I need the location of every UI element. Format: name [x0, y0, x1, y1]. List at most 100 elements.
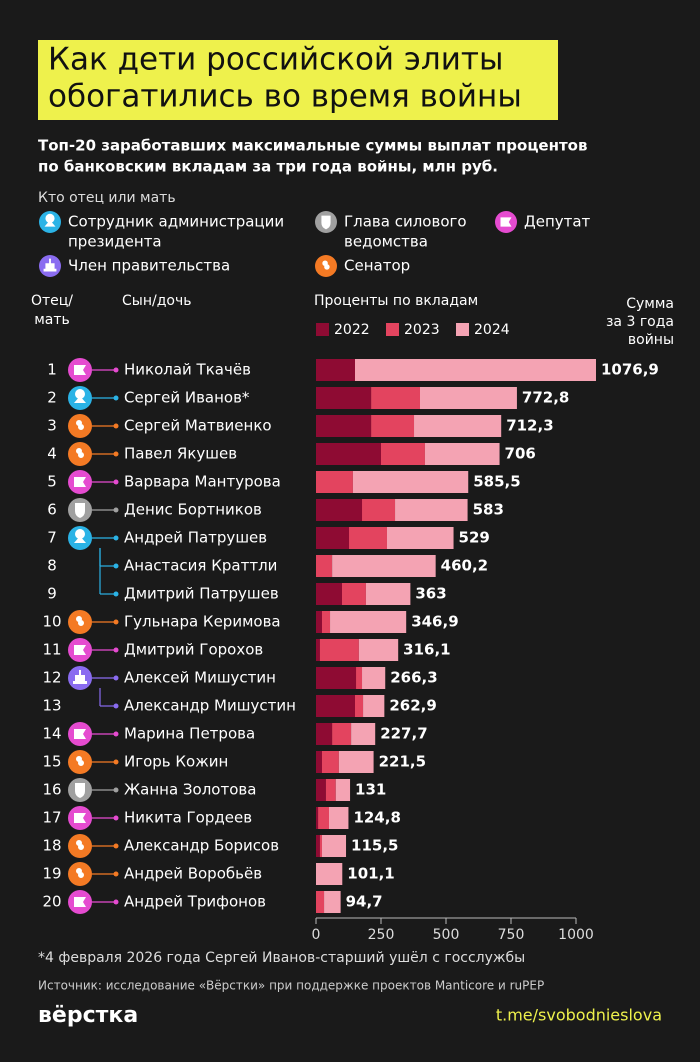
link[interactable]: t.me/svobodnieslova [496, 1006, 662, 1025]
connector-dot [113, 479, 119, 485]
connector-dot [113, 367, 119, 373]
legend-label: Депутат [524, 213, 591, 231]
bar-segment [316, 359, 355, 381]
footnote: *4 февраля 2026 года Сергей Иванов-старш… [38, 950, 525, 966]
column-header: Отец/ [31, 293, 73, 309]
rank: 20 [42, 893, 61, 911]
bar-segment [316, 415, 372, 437]
icon-glyph [76, 420, 84, 430]
legend-label: президента [68, 233, 162, 251]
bar-segment [338, 751, 374, 773]
subtitle: по банковским вкладам за три года войны,… [38, 158, 498, 176]
bar-segment [316, 583, 342, 605]
bar-segment [381, 443, 425, 465]
subtitle: Топ-20 заработавших максимальные суммы в… [38, 137, 587, 155]
x-tick-label: 500 [433, 927, 460, 943]
bar-segment [319, 639, 359, 661]
rank: 8 [47, 557, 57, 575]
bar-segment [371, 387, 420, 409]
total-label: 221,5 [379, 753, 426, 771]
child-name: Андрей Воробьёв [124, 865, 262, 883]
bar-segment [316, 667, 357, 689]
rank: 7 [47, 529, 57, 547]
legend-label: Глава силового [344, 213, 467, 231]
bar-segment [316, 555, 333, 577]
bar-segment [349, 527, 387, 549]
title: Как дети российской элиты [48, 42, 503, 78]
bar-segment [316, 639, 320, 661]
bar-segment [420, 387, 517, 409]
child-name: Игорь Кожин [124, 753, 228, 771]
connector-dot [113, 535, 119, 541]
column-header: войны [628, 332, 674, 348]
bar-segment [316, 779, 326, 801]
column-header: за 3 года [606, 314, 674, 330]
rank: 4 [47, 445, 57, 463]
rank: 1 [47, 361, 57, 379]
icon-glyph [74, 897, 86, 907]
total-label: 529 [459, 529, 490, 547]
icon-glyph [75, 783, 85, 798]
total-label: 460,2 [441, 557, 488, 575]
child-name: Гульнара Керимова [124, 613, 281, 631]
total-label: 262,9 [389, 697, 436, 715]
child-name: Варвара Мантурова [124, 473, 281, 491]
legend-label: Сенатор [344, 257, 410, 275]
connector-dot [113, 395, 119, 401]
connector-dot [113, 423, 119, 429]
title: обогатились во время войны [48, 79, 522, 115]
icon-glyph [76, 448, 84, 458]
bar-segment [316, 387, 372, 409]
total-label: 115,5 [351, 837, 398, 855]
icon-glyph [76, 868, 84, 878]
child-name: Александр Мишустин [124, 697, 296, 715]
source: Источник: исследование «Вёрстки» при под… [38, 979, 544, 993]
x-tick-label: 0 [312, 927, 321, 943]
connector-dot [113, 591, 119, 597]
connector-dot [113, 563, 119, 569]
bar-segment [329, 807, 349, 829]
icon-glyph [76, 840, 84, 850]
connector-dot [113, 731, 119, 737]
column-header: Сумма [626, 296, 674, 312]
title-box [38, 40, 558, 120]
column-header: Сын/дочь [122, 293, 191, 309]
child-name: Дмитрий Патрушев [124, 585, 279, 603]
icon-glyph [74, 477, 86, 487]
rank: 17 [42, 809, 61, 827]
x-tick-label: 250 [368, 927, 395, 943]
rank: 11 [42, 641, 61, 659]
bar-segment [316, 835, 320, 857]
bar-segment [362, 667, 386, 689]
rank: 9 [47, 585, 57, 603]
icon-glyph [75, 503, 85, 518]
connector-dot [113, 843, 119, 849]
bar-segment [355, 695, 364, 717]
child-name: Александр Борисов [124, 837, 279, 855]
child-name: Алексей Мишустин [124, 669, 276, 687]
child-name: Андрей Трифонов [124, 893, 266, 911]
bar-segment [358, 639, 399, 661]
bar-segment [316, 891, 325, 913]
rank: 16 [42, 781, 61, 799]
rank: 19 [42, 865, 61, 883]
rank: 6 [47, 501, 57, 519]
logo: вёрстка [38, 1003, 138, 1028]
bar-segment [362, 499, 396, 521]
bar-segment [352, 471, 469, 493]
total-label: 124,8 [353, 809, 400, 827]
total-label: 772,8 [522, 389, 569, 407]
legend-label: ведомства [344, 233, 428, 251]
total-label: 227,7 [380, 725, 427, 743]
bar-segment [316, 471, 353, 493]
total-label: 585,5 [473, 473, 520, 491]
legend-title: Кто отец или мать [38, 190, 176, 206]
bar-segment [371, 415, 415, 437]
rank: 15 [42, 753, 61, 771]
rank: 13 [42, 697, 61, 715]
connector-dot [113, 451, 119, 457]
icon-glyph [500, 217, 512, 227]
total-label: 583 [473, 501, 504, 519]
bar-segment [330, 611, 407, 633]
rank: 18 [42, 837, 61, 855]
